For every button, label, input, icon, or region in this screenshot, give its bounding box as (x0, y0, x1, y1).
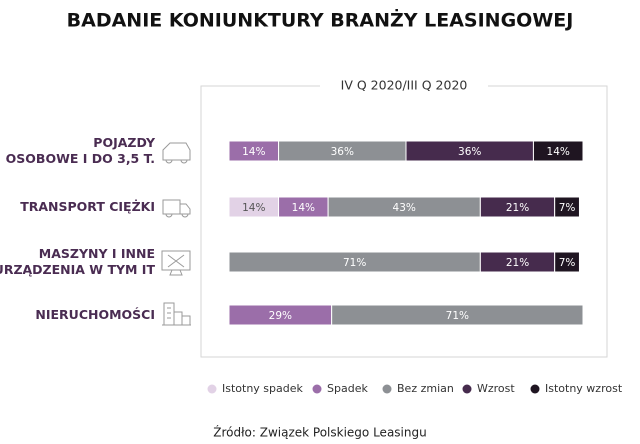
value-label: 21% (506, 202, 529, 214)
value-label: 71% (343, 257, 366, 269)
chart-subtitle: IV Q 2020/III Q 2020 (341, 78, 468, 93)
value-label: 43% (393, 202, 416, 214)
value-label: 14% (242, 146, 265, 158)
source-note: Źródło: Związek Polskiego Leasingu (213, 425, 426, 440)
truck-icon (162, 199, 191, 218)
legend-swatch (462, 384, 472, 394)
category-line: POJAZDY (93, 135, 156, 150)
value-label: 36% (458, 146, 481, 158)
bar-segment (554, 196, 580, 218)
legend-label: Bez zmian (397, 382, 454, 395)
category-line: MASZYNY I INNE (39, 246, 155, 261)
legend-swatch (382, 384, 392, 394)
tools-icon (161, 250, 191, 276)
value-label: 14% (242, 202, 265, 214)
legend-label: Spadek (327, 382, 368, 395)
legend-label: Wzrost (477, 382, 515, 395)
category-label: TRANSPORT CIĘŻKI (20, 199, 155, 214)
value-label: 14% (292, 202, 315, 214)
category-line: TRANSPORT CIĘŻKI (20, 199, 155, 214)
legend-label: Istotny wzrost (545, 382, 623, 395)
chart-title: BADANIE KONIUNKTURY BRANŻY LEASINGOWEJ (67, 8, 574, 32)
category-label: NIERUCHOMOŚCI (35, 307, 155, 322)
subtitle-bg (320, 76, 488, 96)
legend-label: Istotny spadek (222, 382, 304, 395)
category-label: POJAZDY OSOBOWE I DO 3,5 T. (6, 135, 156, 166)
bar-segment (532, 140, 584, 162)
category-line: NIERUCHOMOŚCI (35, 307, 155, 322)
building-icon (162, 302, 191, 326)
icons (161, 142, 191, 326)
bar-segment (331, 304, 584, 326)
value-label: 36% (331, 146, 354, 158)
legend-swatch (530, 384, 540, 394)
category-label: MASZYNY I INNE URZĄDZENIA W TYM IT (0, 246, 155, 277)
legend-swatch (207, 384, 217, 394)
category-line: URZĄDZENIA W TYM IT (0, 262, 155, 277)
value-label: 7% (559, 257, 576, 269)
value-label: 21% (506, 257, 529, 269)
value-label: 7% (559, 202, 576, 214)
value-label: 29% (269, 310, 292, 322)
bar-segment (554, 251, 580, 273)
value-label: 14% (547, 146, 570, 158)
category-line: OSOBOWE I DO 3,5 T. (6, 151, 155, 166)
legend-swatch (312, 384, 322, 394)
car-icon (162, 142, 191, 164)
value-label: 71% (446, 310, 469, 322)
